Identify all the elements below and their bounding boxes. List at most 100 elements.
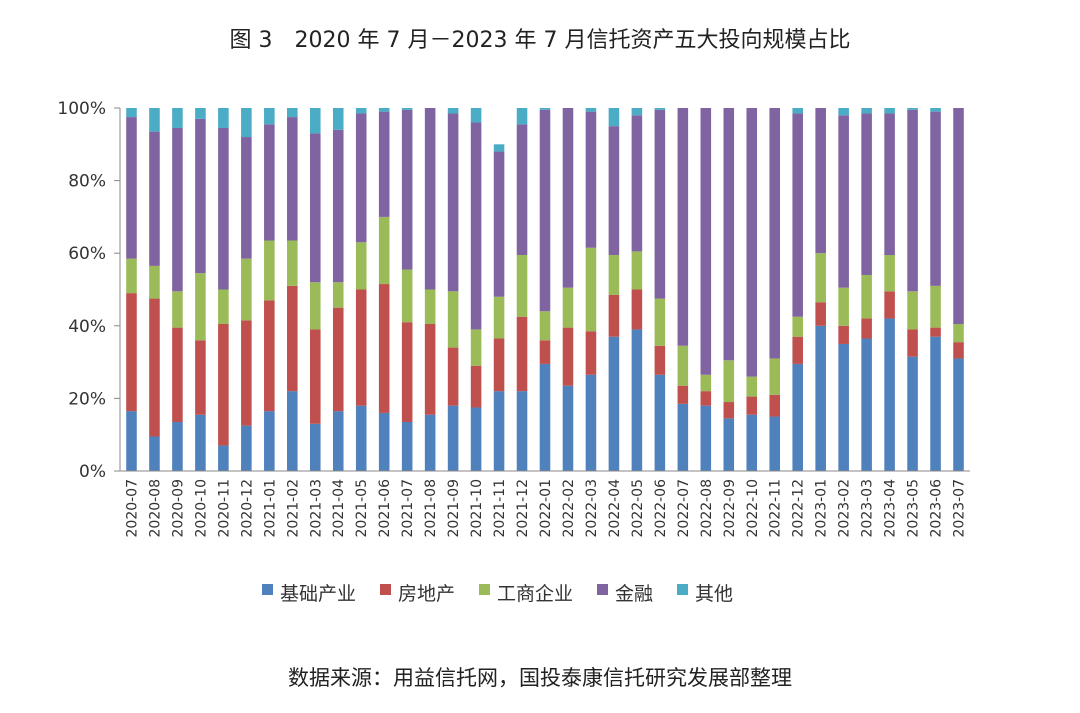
- x-tick-label: 2021-01: [262, 479, 278, 538]
- bar-segment: [172, 127, 183, 292]
- x-tick-label: 2022-02: [561, 479, 577, 538]
- bar-segment: [218, 445, 229, 471]
- x-tick-label: 2021-11: [492, 479, 508, 538]
- y-tick-label: 20%: [68, 389, 106, 409]
- x-tick-label: 2023-01: [814, 479, 830, 538]
- legend: 基础产业 房地产 工商企业 金融 其他: [262, 583, 733, 605]
- bar-segment: [378, 412, 390, 471]
- x-tick-label: 2021-09: [446, 479, 462, 538]
- bar-segment: [654, 345, 666, 375]
- x-tick-label: 2022-03: [584, 479, 600, 538]
- bar-segment: [838, 325, 849, 344]
- bar-segment: [930, 108, 941, 112]
- bar-segment: [309, 108, 321, 134]
- bar-segment: [907, 291, 918, 330]
- bar-segment: [723, 402, 735, 419]
- bar-segment: [149, 108, 160, 132]
- bar-segment: [585, 331, 597, 375]
- bar-segment: [470, 329, 482, 366]
- legend-label: 房地产: [398, 583, 455, 605]
- bar-segment: [792, 363, 803, 471]
- bar-segment: [608, 108, 620, 127]
- bar-segment: [907, 109, 918, 292]
- bar-segment: [677, 345, 689, 386]
- bar-segment: [126, 117, 137, 259]
- bar-segment: [493, 391, 505, 471]
- bar-segment: [930, 327, 941, 337]
- bar-segment: [172, 108, 183, 128]
- bar-segment: [608, 255, 620, 295]
- bar-segment: [654, 108, 666, 110]
- bar-segment: [287, 240, 298, 286]
- bar-segment: [677, 108, 689, 346]
- bar-segment: [746, 396, 758, 415]
- bar-segment: [562, 385, 574, 471]
- bar-segment: [195, 118, 206, 274]
- x-tick-label: 2022-04: [607, 479, 623, 538]
- bar-segment: [907, 108, 918, 110]
- chart-title: 图 3 2020 年 7 月－2023 年 7 月信托资产五大投向规模占比: [229, 28, 851, 53]
- bar-segment: [401, 269, 413, 323]
- bar-segment: [838, 287, 849, 326]
- y-tick-label: 80%: [68, 172, 106, 192]
- bar-segment: [493, 296, 505, 339]
- bar-segment: [654, 109, 666, 299]
- bar-segment: [447, 108, 459, 114]
- bar-segment: [861, 108, 872, 114]
- bar-segment: [172, 291, 183, 328]
- x-tick-label: 2022-07: [676, 479, 692, 538]
- bar-segment: [287, 108, 298, 118]
- legend-swatch: [262, 584, 273, 595]
- bar-segment: [838, 108, 849, 116]
- bar-segment: [815, 325, 826, 471]
- bar-segment: [195, 340, 206, 415]
- bar-segment: [493, 151, 505, 297]
- x-tick-label: 2022-12: [791, 479, 807, 538]
- bar-segment: [447, 291, 459, 348]
- bar-segment: [218, 289, 229, 324]
- bar-segment: [723, 108, 735, 361]
- x-tick-label: 2022-11: [768, 479, 784, 538]
- bar-segment: [493, 144, 505, 152]
- bar-segment: [700, 405, 712, 471]
- x-tick-label: 2022-08: [699, 479, 715, 538]
- bar-segment: [792, 336, 803, 364]
- bar-segment: [264, 240, 275, 301]
- bar-stacks: [126, 108, 964, 471]
- x-tick-label: 2021-04: [331, 479, 347, 538]
- bar-segment: [792, 316, 803, 337]
- bar-segment: [378, 108, 390, 112]
- x-tick-label: 2021-12: [515, 479, 531, 538]
- bar-segment: [516, 108, 528, 125]
- bar-segment: [470, 108, 482, 123]
- bar-segment: [677, 403, 689, 471]
- bar-segment: [539, 363, 551, 471]
- legend-swatch: [380, 584, 391, 595]
- bar-segment: [516, 391, 528, 471]
- bar-segment: [539, 340, 551, 364]
- bar-segment: [585, 247, 597, 332]
- bar-segment: [700, 374, 712, 392]
- bar-segment: [424, 108, 436, 290]
- y-tick-label: 100%: [57, 99, 106, 119]
- bar-segment: [516, 124, 528, 256]
- bar-segment: [723, 418, 735, 471]
- bar-segment: [332, 129, 344, 283]
- y-axis-ticks: 0% 20% 40% 60% 80% 100%: [57, 99, 120, 482]
- x-tick-label: 2021-02: [285, 479, 301, 538]
- bar-segment: [654, 374, 666, 471]
- bar-segment: [585, 108, 597, 112]
- bar-segment: [149, 436, 160, 471]
- bar-segment: [401, 108, 413, 110]
- bar-segment: [149, 298, 160, 437]
- bar-segment: [309, 423, 321, 471]
- bar-segment: [287, 285, 298, 392]
- bar-segment: [884, 255, 895, 292]
- x-tick-label: 2022-10: [745, 479, 761, 538]
- data-source-note: 数据来源：用益信托网，国投泰康信托研究发展部整理: [288, 666, 792, 690]
- bar-segment: [241, 425, 252, 471]
- bar-segment: [861, 338, 872, 471]
- bar-segment: [447, 405, 459, 471]
- x-tick-label: 2022-05: [630, 479, 646, 538]
- bar-segment: [723, 360, 735, 403]
